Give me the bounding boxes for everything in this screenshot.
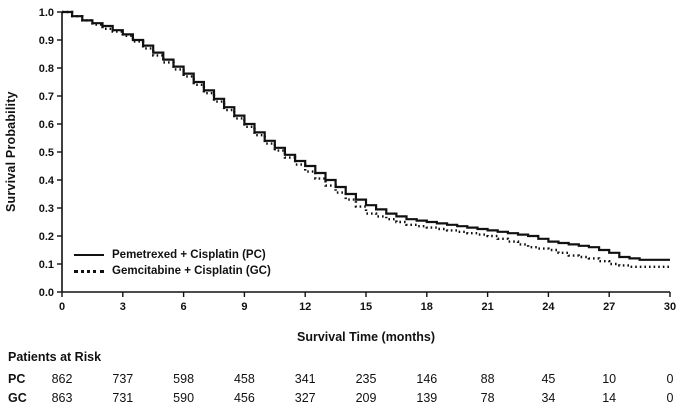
at-risk-value: 598 [173, 372, 195, 386]
at-risk-value: 862 [51, 372, 73, 386]
x-tick-label: 30 [664, 301, 676, 313]
at-risk-value: 209 [355, 391, 377, 405]
y-tick-label: 0.6 [39, 119, 54, 131]
at-risk-value: 731 [112, 391, 134, 405]
y-tick-label: 0.0 [39, 287, 54, 299]
at-risk-value: 146 [416, 372, 438, 386]
solid-line-key-icon [74, 254, 104, 256]
x-tick-label: 18 [421, 301, 433, 313]
at-risk-value: 327 [294, 391, 316, 405]
at-risk-value: 0 [666, 391, 674, 405]
legend-entry-gc: Gemcitabine + Cisplatin (GC) [74, 263, 271, 279]
at-risk-value: 456 [233, 391, 255, 405]
x-tick-label: 21 [481, 301, 493, 313]
at-risk-value: 139 [416, 391, 438, 405]
y-tick-label: 0.2 [39, 231, 54, 243]
x-tick-label: 24 [542, 301, 555, 313]
at-risk-row-label: GC [8, 391, 27, 405]
at-risk-value: 235 [355, 372, 377, 386]
x-tick-label: 15 [360, 301, 372, 313]
at-risk-row-gc: GC 863 731 590 456 327 209 139 78 34 14 0 [0, 391, 682, 407]
at-risk-value: 78 [480, 391, 495, 405]
dotted-line-key-icon [74, 269, 104, 273]
x-tick-label: 3 [120, 301, 126, 313]
at-risk-value: 458 [233, 372, 255, 386]
at-risk-value: 590 [173, 391, 195, 405]
at-risk-value: 863 [51, 391, 73, 405]
y-axis-title: Survival Probability [4, 91, 18, 213]
at-risk-row-pc: PC 862 737 598 458 341 235 146 88 45 10 0 [0, 372, 682, 388]
at-risk-value: 34 [541, 391, 556, 405]
at-risk-title: Patients at Risk [8, 350, 102, 364]
at-risk-value: 737 [112, 372, 134, 386]
at-risk-value: 0 [666, 372, 674, 386]
at-risk-value: 10 [602, 372, 617, 386]
x-tick-label: 12 [299, 301, 311, 313]
at-risk-value: 88 [480, 372, 495, 386]
y-tick-label: 0.9 [39, 35, 54, 47]
legend-entry-pc: Pemetrexed + Cisplatin (PC) [74, 247, 271, 263]
survival-chart: 0.0 0.1 0.2 0.3 0.4 0.5 0.6 0.7 0.8 0.9 1.0 0 3 6 9 12 1… [39, 7, 676, 313]
y-tick-label: 0.4 [39, 175, 55, 187]
x-tick-label: 0 [59, 301, 65, 313]
x-axis-title: Survival Time (months) [297, 330, 435, 344]
gc-survival-curve [62, 10, 670, 268]
x-tick-label: 9 [241, 301, 247, 313]
y-tick-label: 0.8 [39, 63, 54, 75]
y-tick-label: 1.0 [39, 7, 54, 19]
at-risk-value: 45 [541, 372, 556, 386]
at-risk-value: 341 [294, 372, 316, 386]
legend-label-gc: Gemcitabine + Cisplatin (GC) [112, 265, 271, 277]
at-risk-value: 14 [602, 391, 617, 405]
at-risk-row-label: PC [8, 372, 26, 386]
y-tick-label: 0.1 [39, 259, 54, 271]
legend-label-pc: Pemetrexed + Cisplatin (PC) [112, 249, 266, 261]
y-tick-label: 0.5 [39, 147, 54, 159]
x-tick-label: 6 [181, 301, 187, 313]
x-tick-label: 27 [603, 301, 615, 313]
chart-legend: Pemetrexed + Cisplatin (PC) Gemcitabine … [74, 247, 271, 279]
y-tick-label: 0.3 [39, 203, 54, 215]
pc-survival-curve [62, 10, 670, 261]
y-tick-label: 0.7 [39, 91, 54, 103]
